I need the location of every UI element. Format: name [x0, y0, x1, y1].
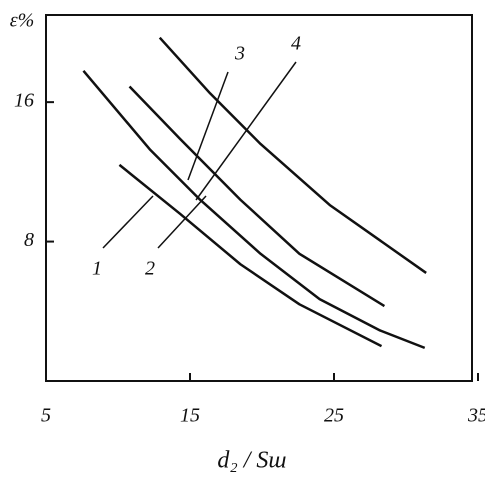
y-tick-label: 8: [24, 229, 34, 251]
leader-line: [157, 195, 207, 249]
x-tick-label: 25: [324, 405, 344, 427]
curve: [82, 69, 426, 350]
curve-label: 1: [92, 258, 102, 280]
curve-label: 3: [234, 43, 245, 65]
x-tick-label: 15: [180, 405, 200, 427]
curve: [158, 36, 427, 274]
curve-label: 2: [145, 258, 155, 280]
y-tick-label: 16: [14, 90, 34, 112]
leader-line: [187, 71, 229, 181]
curve: [128, 85, 386, 308]
x-tick-label: 35: [467, 405, 485, 427]
curve: [118, 163, 383, 348]
y-axis-label: ε%: [10, 10, 35, 32]
plot-frame: [45, 14, 473, 382]
x-tick-label: 5: [41, 405, 51, 427]
curve-label: 4: [291, 33, 301, 55]
leader-line: [102, 195, 154, 249]
x-axis-label: d₂ / Sш: [217, 448, 286, 474]
